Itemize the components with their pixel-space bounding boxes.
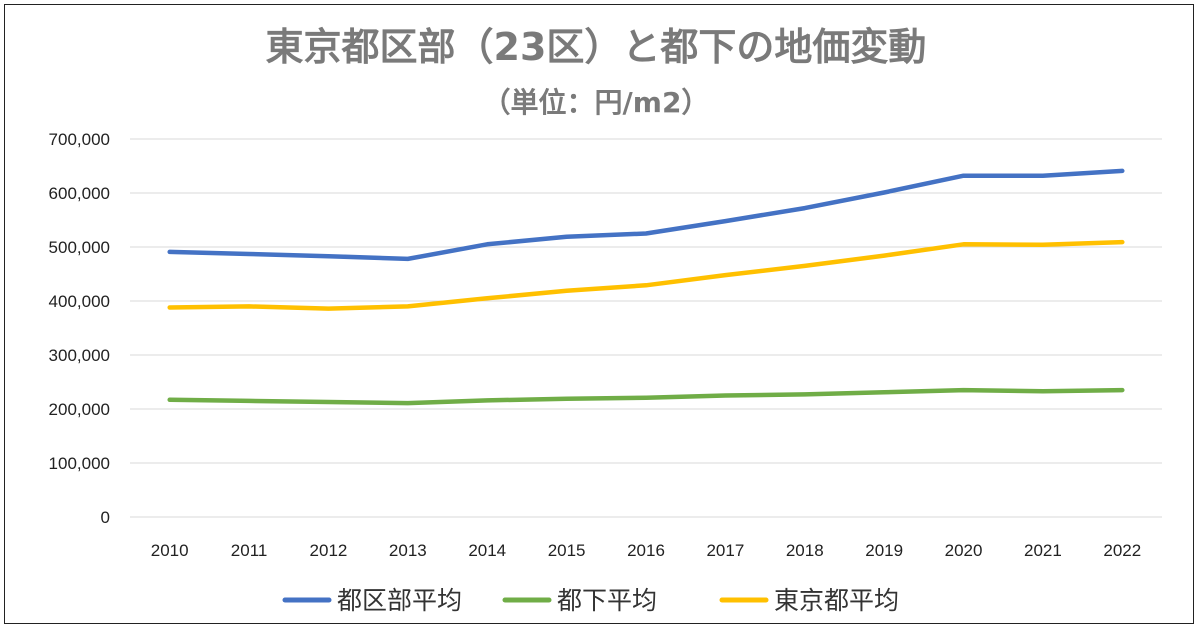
y-tick-label: 300,000	[49, 346, 110, 365]
x-tick-label: 2011	[231, 541, 268, 560]
y-tick-label: 400,000	[49, 292, 110, 311]
legend-label-2: 東京都平均	[774, 586, 899, 615]
y-tick-label: 500,000	[49, 238, 110, 257]
x-tick-label: 2018	[786, 541, 824, 560]
x-tick-label: 2021	[1024, 541, 1062, 560]
legend-label-1: 都下平均	[557, 586, 657, 615]
x-tick-label: 2015	[548, 541, 586, 560]
x-tick-label: 2013	[389, 541, 427, 560]
x-tick-label: 2019	[865, 541, 903, 560]
legend: 都区部平均 都下平均 東京都平均	[282, 586, 899, 615]
chart-frame	[4, 4, 1194, 624]
y-tick-label: 0	[101, 508, 110, 527]
x-tick-label: 2017	[706, 541, 744, 560]
x-tick-label: 2012	[310, 541, 348, 560]
series-line-0	[167, 168, 1125, 262]
chart-subtitle: （単位：円/m2）	[483, 86, 710, 119]
x-axis-ticks: 2010 2011 2012 2013 2014 2015 2016 2017 2018 2019…	[151, 541, 1141, 560]
y-axis-ticks: 0 100,000 200,000 300,000 400,000 500,000 600,…	[49, 130, 110, 527]
x-tick-label: 2022	[1103, 541, 1141, 560]
x-tick-label: 2014	[468, 541, 506, 560]
x-tick-label: 2020	[945, 541, 983, 560]
y-tick-label: 200,000	[49, 400, 110, 419]
y-tick-label: 100,000	[49, 454, 110, 473]
y-tick-label: 600,000	[49, 184, 110, 203]
gridlines	[130, 138, 1162, 518]
series-line-1	[167, 387, 1125, 406]
x-tick-label: 2016	[627, 541, 665, 560]
legend-label-0: 都区部平均	[337, 586, 462, 615]
series-line-2	[167, 239, 1125, 311]
y-tick-label: 700,000	[49, 130, 110, 149]
chart-title: 東京都区部（23区）と都下の地価変動	[266, 25, 927, 69]
x-tick-label: 2010	[151, 541, 189, 560]
series-lines	[167, 168, 1125, 406]
